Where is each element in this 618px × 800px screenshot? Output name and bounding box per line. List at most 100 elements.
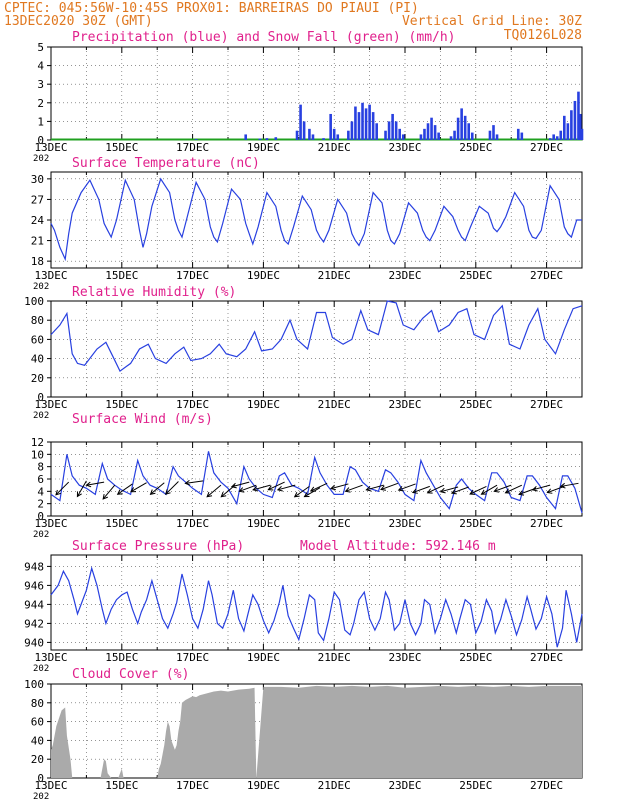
wind-arrow-head [493, 487, 500, 493]
precip-bar [559, 130, 563, 140]
wind-arrow [86, 481, 105, 486]
y-tick-label: 948 [24, 560, 44, 573]
wind-arrow-head [55, 489, 61, 496]
panel-title: Surface Temperature (nC) [72, 156, 260, 171]
wind-arrow-head [504, 488, 511, 494]
x-tick-label: 21DEC [318, 398, 351, 411]
panel-frame [50, 554, 583, 651]
precip-bar [552, 134, 555, 140]
y-tick-label: 40 [31, 353, 44, 366]
x-tick-label: 27DEC [530, 269, 563, 282]
wind-arrow-head [164, 489, 171, 495]
x-tick-label: 13DEC [34, 651, 67, 664]
precip-bar [548, 138, 552, 140]
wind-arrow-head [276, 486, 283, 492]
x-tick-label: 23DEC [388, 651, 421, 664]
wind-arrow [304, 487, 321, 498]
wind-arrow-head [344, 487, 351, 493]
panel-5: 940 942 944 946 948 13DEC 15DEC 17DEC 19DEC 21DEC… [24, 539, 583, 674]
wind-arrow [55, 481, 70, 496]
wind-arrow [560, 482, 579, 487]
precip-bar [449, 136, 453, 140]
wind-arrow [185, 480, 204, 484]
y-tick-label: 4 [37, 485, 44, 498]
precip-bar [368, 104, 371, 140]
x-tick-label: 25DEC [459, 779, 492, 792]
wind-arrow-head [206, 491, 213, 498]
y-tick-label: 5 [37, 41, 44, 54]
wind-arrow [102, 484, 116, 500]
wind-arrow [150, 482, 165, 495]
series-line [50, 177, 582, 262]
wind-arrow-head [220, 491, 227, 498]
x-tick-label: 15DEC [105, 651, 138, 664]
x-tick-label: 19DEC [247, 269, 280, 282]
x-year-label: 202 [33, 792, 49, 800]
wind-arrow [398, 483, 416, 491]
precip-bar [470, 132, 474, 140]
y-tick-label: 0 [37, 134, 44, 147]
precip-bar [555, 136, 559, 140]
wind-arrow-head [480, 489, 487, 495]
panel-6: 0 20 40 60 80 100 13DEC 15DEC 17DEC 19DEC 21DEC 23D… [24, 667, 583, 800]
y-tick-label: 942 [24, 617, 44, 630]
series-line [50, 300, 583, 373]
y-tick-label: 20 [31, 753, 44, 766]
x-tick-label: 17DEC [176, 779, 209, 792]
precip-bar [398, 128, 401, 140]
wind-arrow [505, 484, 523, 494]
wind-arrow [330, 483, 349, 490]
wind-arrow [252, 484, 271, 491]
y-tick-label: 40 [31, 734, 44, 747]
wind-arrow-head [293, 492, 300, 498]
precip-bar [492, 125, 495, 140]
panel-title: Surface Wind (m/s) [72, 412, 213, 427]
panel-3: 0 20 40 60 80 100 13DEC 15DEC 17DEC 19DEC 21DEC 23D… [24, 285, 583, 421]
precip-bar [453, 130, 456, 140]
wind-arrow [469, 485, 487, 495]
header-code: TQ0126L028 [504, 28, 582, 43]
x-tick-label: 25DEC [459, 141, 492, 154]
x-tick-label: 27DEC [530, 517, 563, 530]
precip-bar [357, 112, 361, 140]
x-tick-label: 17DEC [176, 141, 209, 154]
wind-arrow-head [518, 490, 525, 496]
x-tick-label: 23DEC [388, 779, 421, 792]
wind-arrow-head [411, 488, 418, 494]
precip-bar [580, 128, 584, 140]
wind-arrow-head [365, 486, 372, 492]
y-tick-label: 24 [31, 214, 45, 227]
wind-arrow-head [546, 488, 553, 494]
precip-bar [308, 128, 311, 140]
y-tick-label: 2 [37, 498, 44, 511]
x-tick-label: 19DEC [247, 779, 280, 792]
wind-arrow [165, 481, 179, 495]
x-tick-label: 13DEC [34, 517, 67, 530]
precip-bar [488, 130, 492, 140]
precip-bar [329, 113, 332, 140]
y-tick-label: 946 [24, 579, 44, 592]
wind-arrow [451, 486, 469, 494]
y-tick-label: 2 [37, 97, 44, 110]
wind-arrow-head [116, 489, 123, 495]
precip-bar [354, 106, 357, 140]
precip-bar [401, 134, 405, 140]
x-tick-label: 23DEC [388, 141, 421, 154]
y-tick-label: 80 [31, 697, 44, 710]
x-year-label: 202 [33, 411, 49, 421]
x-tick-label: 21DEC [318, 269, 351, 282]
x-tick-label: 19DEC [247, 141, 280, 154]
x-year-label: 202 [33, 282, 49, 292]
wind-arrow [239, 484, 257, 492]
panel-title: Relative Humidity (%) [72, 285, 236, 300]
wind-arrow [345, 484, 363, 492]
y-tick-label: 18 [31, 255, 44, 268]
precip-bar [371, 112, 375, 140]
precip-bar [573, 100, 577, 140]
precip-bar [516, 128, 520, 140]
panel-frame [50, 171, 583, 269]
y-tick-label: 940 [24, 636, 44, 649]
cloud-area [51, 685, 582, 778]
panel-title: Cloud Cover (%) [72, 667, 189, 682]
wind-arrow-head [469, 489, 476, 495]
